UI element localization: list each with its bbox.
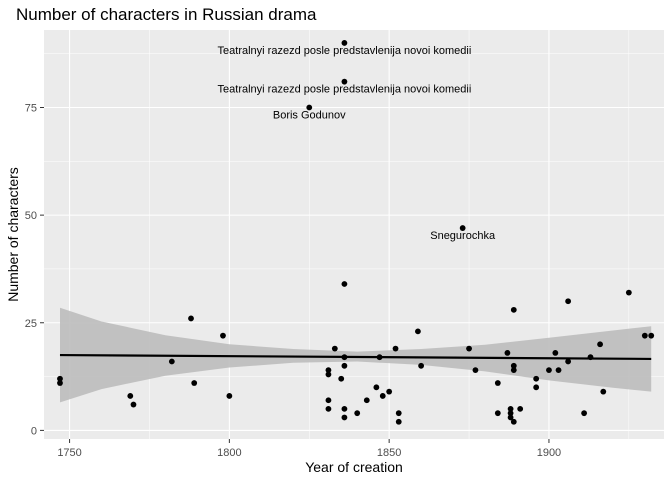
data-point [507,405,514,412]
y-tick-label: 50 [25,210,37,222]
data-point [341,405,348,412]
point-annotation: Teatralnyi razezd posle predstavlenija n… [218,45,472,57]
data-points [57,40,655,425]
data-point [325,405,332,412]
data-point [331,345,338,352]
y-axis: 0 25 50 75 [25,102,44,437]
data-point [648,332,655,339]
x-tick-label: 1900 [537,447,561,459]
data-point [338,375,345,382]
x-tick-label: 1800 [217,447,241,459]
data-point [306,104,313,111]
data-point [341,281,348,287]
data-point [341,414,348,421]
data-point [226,393,233,399]
point-annotation: Boris Godunov [273,109,346,121]
data-point [587,354,594,361]
data-point [325,371,332,378]
data-point [552,349,559,356]
data-point [565,358,572,365]
data-point [641,332,648,339]
data-point [507,410,514,417]
data-point [57,375,63,382]
data-point [494,410,501,417]
minor-gridlines [44,30,664,439]
data-point [130,401,137,408]
data-point [533,375,540,382]
x-tick-label: 1750 [57,447,81,459]
data-point [376,354,383,361]
y-axis-title: Number of characters [5,167,21,302]
data-point [341,354,348,361]
data-point [555,367,562,374]
data-point [581,410,588,417]
data-point [597,341,603,348]
data-point [600,388,607,395]
major-gridlines [44,30,664,439]
data-point [466,345,472,352]
data-point [415,328,421,335]
x-axis: 1750 1800 1850 1900 [57,439,561,459]
data-point [341,362,348,369]
data-point [546,367,552,374]
data-point [472,367,479,374]
data-point [188,315,194,322]
data-point [341,40,348,46]
chart-title: Number of characters in Russian drama [16,5,317,24]
point-annotations: Teatralnyi razezd posle predstavlenija n… [218,45,496,242]
data-point [379,393,386,399]
data-point [354,410,361,417]
data-point [127,393,134,399]
trend-line [59,353,652,361]
data-point [341,78,348,85]
point-annotation: Teatralnyi razezd posle predstavlenija n… [218,84,472,96]
data-point [517,405,524,412]
data-point [220,332,226,339]
data-point [510,362,517,369]
data-point [395,418,402,425]
data-point [363,397,370,404]
data-point [510,418,517,425]
data-point [510,306,517,313]
data-point [504,349,511,356]
data-point [386,388,393,395]
data-point [510,367,517,374]
data-point [191,380,198,386]
data-point [507,414,514,421]
y-tick-label: 0 [31,425,37,437]
data-point [373,384,380,391]
data-point [325,367,332,374]
x-axis-title: Year of creation [305,459,403,475]
data-point [625,289,632,296]
data-point [392,345,399,352]
y-tick-label: 25 [25,318,37,330]
data-point [459,225,466,231]
data-point [418,362,425,369]
data-point [494,380,501,386]
data-point [533,384,540,391]
y-tick-label: 75 [25,102,37,114]
data-point [168,358,175,365]
data-point [325,397,332,404]
data-point [395,410,402,417]
confidence-band [60,307,652,403]
point-annotation: Snegurochka [430,230,496,242]
data-point [57,380,63,386]
x-tick-label: 1850 [377,447,401,459]
data-point [565,298,572,305]
